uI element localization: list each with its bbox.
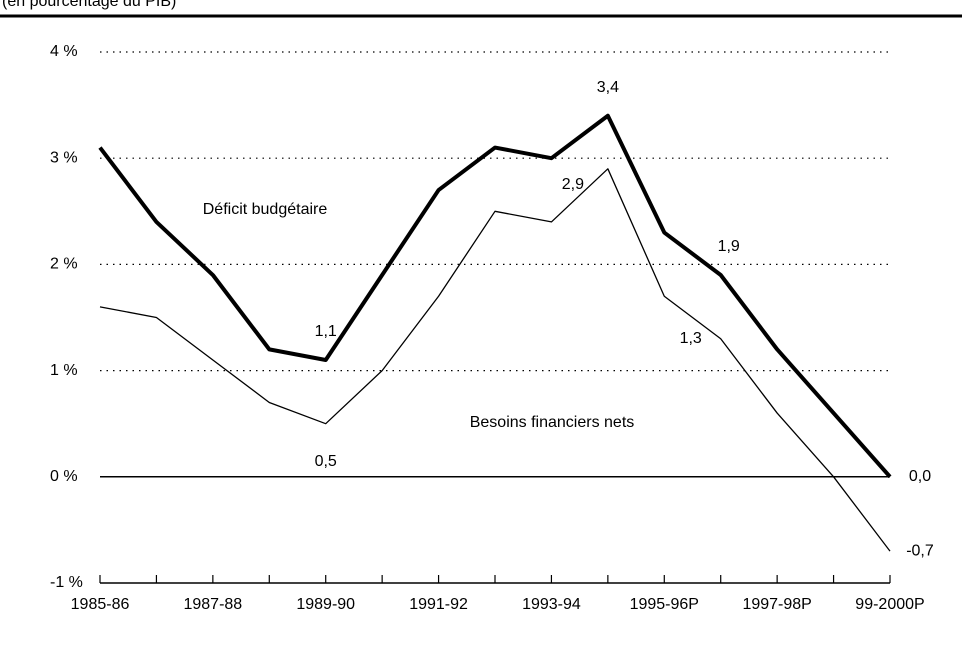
y-tick-label: 3 % [50, 149, 78, 166]
y-tick-label: 0 % [50, 468, 78, 485]
x-tick-label: 1989-90 [296, 596, 355, 613]
subtitle: (en pourcentage du PIB) [2, 0, 176, 10]
data-label: 1,3 [680, 330, 702, 347]
x-tick-label: 1997-98P [742, 596, 811, 613]
series-label: Besoins financiers nets [470, 414, 635, 431]
data-label: 3,4 [597, 79, 619, 96]
x-tick-label: 1991-92 [409, 596, 468, 613]
data-label: 0,0 [909, 468, 931, 485]
data-label: 1,9 [718, 238, 740, 255]
x-tick-label: 1993-94 [522, 596, 581, 613]
data-label: 1,1 [315, 323, 337, 340]
y-tick-label: 4 % [50, 43, 78, 60]
x-tick-label: 99-2000P [855, 596, 924, 613]
x-tick-label: 1987-88 [183, 596, 242, 613]
x-tick-label: 1995-96P [630, 596, 699, 613]
data-label: 2,9 [562, 176, 584, 193]
data-label: -0,7 [906, 542, 934, 559]
series-line [98, 113, 892, 479]
y-tick-label: 1 % [50, 362, 78, 379]
y-tick-label: 2 % [50, 256, 78, 273]
series-label: Déficit budgétaire [203, 201, 328, 218]
x-tick-label: 1985-86 [71, 596, 130, 613]
data-label: 0,5 [315, 453, 337, 470]
y-tick-label: -1 % [50, 574, 83, 591]
series-line [99, 168, 891, 552]
